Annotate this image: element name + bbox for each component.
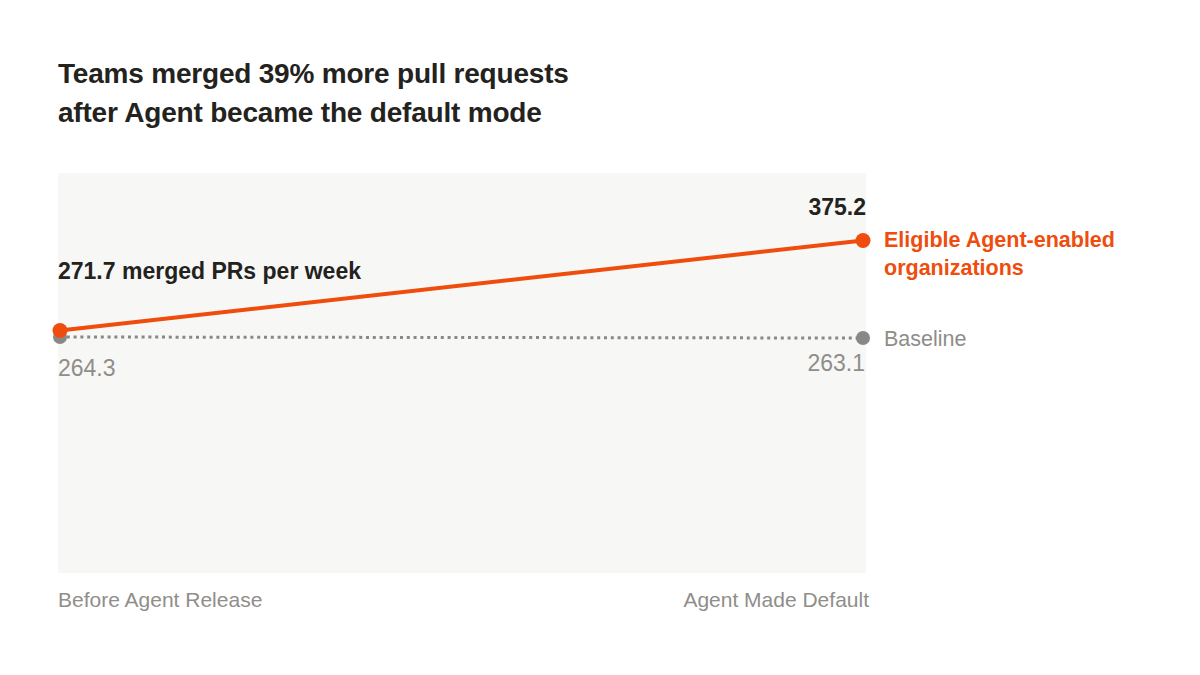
legend-label-agent-series: Eligible Agent-enabled organizations (884, 226, 1136, 282)
chart-canvas: Teams merged 39% more pull requests after… (0, 0, 1200, 675)
x-axis-label-before: Before Agent Release (58, 588, 262, 612)
chart-title-line2: after Agent became the default mode (58, 97, 542, 128)
baseline-end-value-label: 263.1 (807, 350, 865, 377)
x-axis-label-after: Agent Made Default (683, 588, 869, 612)
plot-area (58, 173, 866, 573)
legend-label-baseline-series: Baseline (884, 327, 966, 352)
start-value-annotation: 271.7 merged PRs per week (58, 258, 361, 285)
chart-title: Teams merged 39% more pull requests after… (58, 54, 569, 132)
agent-end-value-label: 375.2 (808, 194, 866, 221)
chart-title-line1: Teams merged 39% more pull requests (58, 58, 569, 89)
baseline-start-value-label: 264.3 (58, 355, 116, 382)
